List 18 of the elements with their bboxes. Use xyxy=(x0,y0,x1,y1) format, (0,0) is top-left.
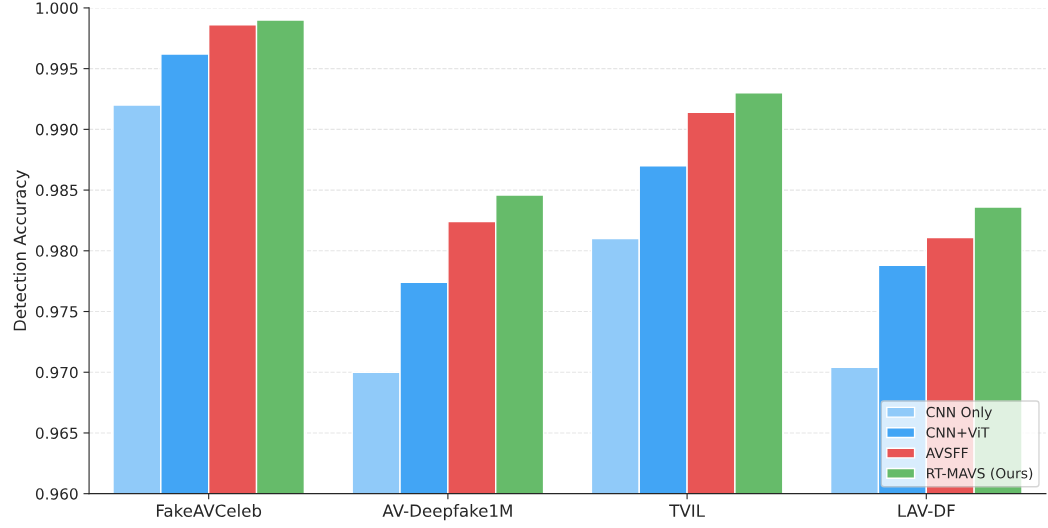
y-tick-label: 0.975 xyxy=(35,305,78,318)
legend-label: CNN+ViT xyxy=(926,426,990,438)
y-tick-label: 0.990 xyxy=(35,123,78,136)
x-tick-label: TVIL xyxy=(669,504,705,517)
x-tick-label: LAV-DF xyxy=(898,504,955,517)
legend-label: AVSFF xyxy=(925,447,968,459)
y-tick-label: 0.995 xyxy=(35,63,78,75)
y-tick-label: 0.965 xyxy=(35,427,78,439)
y-tick-label: 0.980 xyxy=(35,245,78,257)
y-tick-label: 0.970 xyxy=(35,366,78,379)
x-tick-label: AV-Deepfake1M xyxy=(382,504,512,521)
legend-label: RT-MAVS (Ours) xyxy=(927,467,1033,481)
legend-label: CNN Only xyxy=(926,406,992,421)
x-tick-label: FakeAVCeleb xyxy=(156,504,262,517)
y-tick-label: 1.000 xyxy=(36,2,78,14)
y-axis-title: Detection Accuracy xyxy=(13,170,30,331)
y-tick-label: 0.985 xyxy=(35,184,78,197)
y-tick-label: 0.960 xyxy=(35,488,78,500)
